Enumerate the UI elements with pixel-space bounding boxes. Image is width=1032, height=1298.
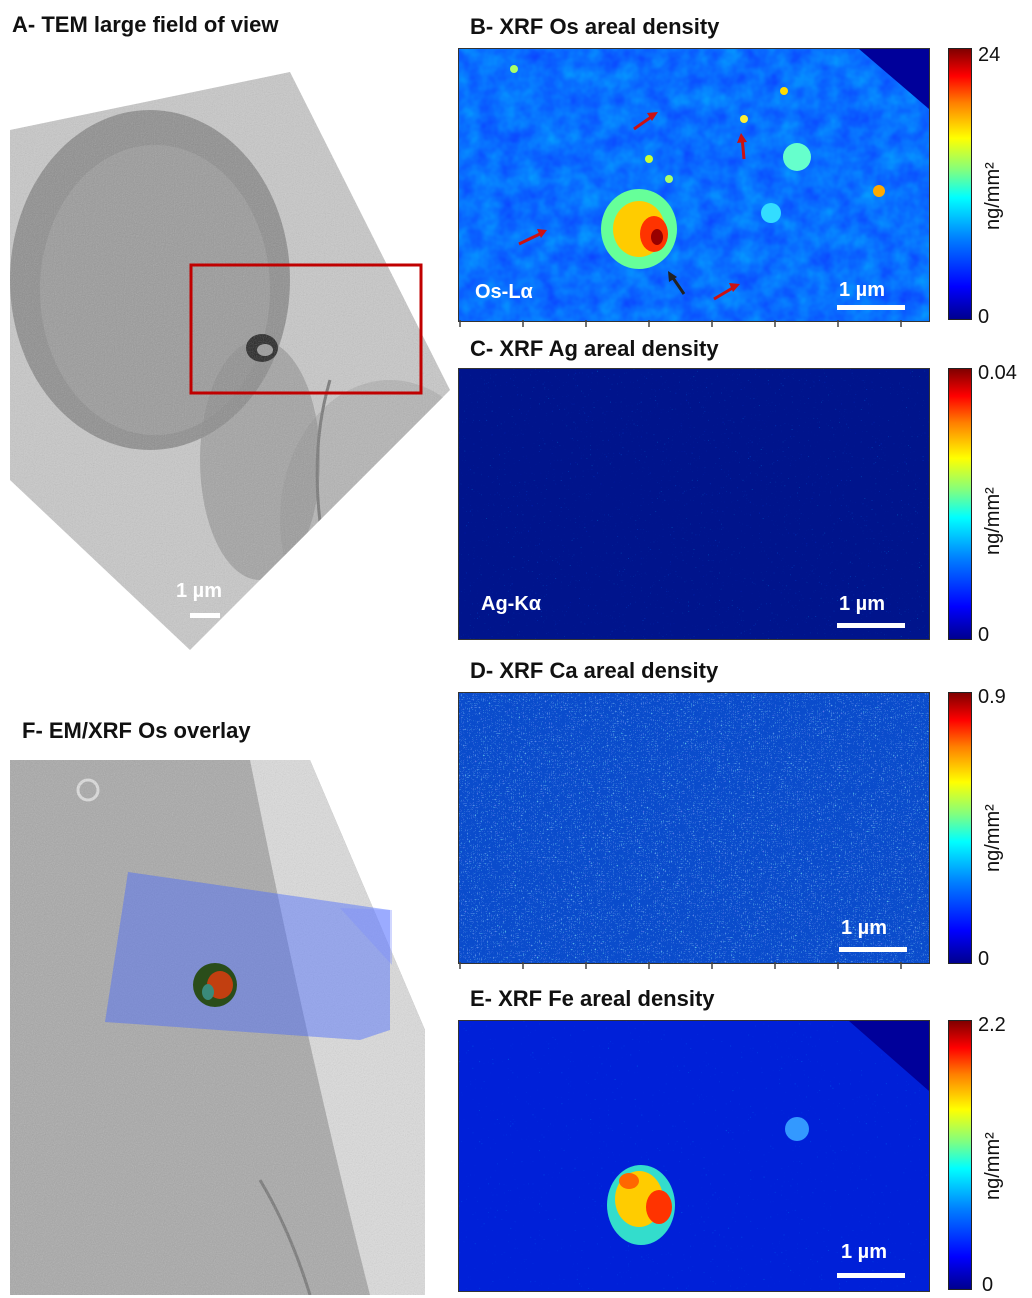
- fe-colorbar-max: 2.2: [978, 1014, 1006, 1036]
- os-colorbar: [948, 48, 972, 320]
- ag-colorbar-min: 0: [978, 624, 990, 646]
- os-line-label: Os-Lα: [475, 281, 533, 303]
- panel-c-scale-label: 1 µm: [839, 593, 885, 615]
- panel-e-title: E- XRF Fe areal density: [470, 986, 715, 1011]
- panel-d-scale-label: 1 µm: [841, 917, 887, 939]
- os-colorbar-min: 0: [978, 306, 990, 328]
- em-xrf-overlay-image: [10, 760, 430, 1295]
- panel-b-axis-ticks: [459, 320, 902, 327]
- ag-colorbar-max: 0.04: [978, 362, 1017, 384]
- ca-colorbar-min: 0: [978, 948, 990, 970]
- xrf-ca-map: 1 µm: [458, 692, 930, 964]
- os-colorbar-unit: ng/mm²: [982, 162, 1004, 230]
- xrf-ag-map: Ag-Kα 1 µm: [458, 368, 930, 640]
- fe-colorbar-min: 0: [982, 1274, 994, 1296]
- xrf-fe-map: 1 µm: [458, 1020, 930, 1292]
- panel-c-title: C- XRF Ag areal density: [470, 336, 719, 361]
- panel-b-title: B- XRF Os areal density: [470, 14, 720, 39]
- panel-e-scale-label: 1 µm: [841, 1241, 887, 1263]
- panel-d-title: D- XRF Ca areal density: [470, 658, 719, 683]
- panel-f-title: F- EM/XRF Os overlay: [22, 718, 251, 743]
- ag-colorbar-unit: ng/mm²: [982, 487, 1004, 555]
- fe-colorbar-unit: ng/mm²: [982, 1132, 1004, 1200]
- os-colorbar-max: 24: [978, 44, 1001, 66]
- xrf-os-map: Os-Lα 1 µm: [458, 48, 930, 322]
- ag-colorbar: [948, 368, 972, 640]
- panel-a-scale-label: 1 µm: [176, 580, 222, 602]
- tem-large-field-image: 1 µm: [0, 60, 450, 660]
- ca-colorbar-unit: ng/mm²: [982, 804, 1004, 872]
- ca-colorbar: [948, 692, 972, 964]
- ca-colorbar-max: 0.9: [978, 686, 1006, 708]
- panel-b-scale-label: 1 µm: [839, 279, 885, 301]
- panel-d-axis-ticks: [459, 962, 902, 969]
- ag-line-label: Ag-Kα: [481, 593, 542, 615]
- panel-a-title: A- TEM large field of view: [12, 12, 279, 37]
- fe-colorbar: [948, 1020, 972, 1290]
